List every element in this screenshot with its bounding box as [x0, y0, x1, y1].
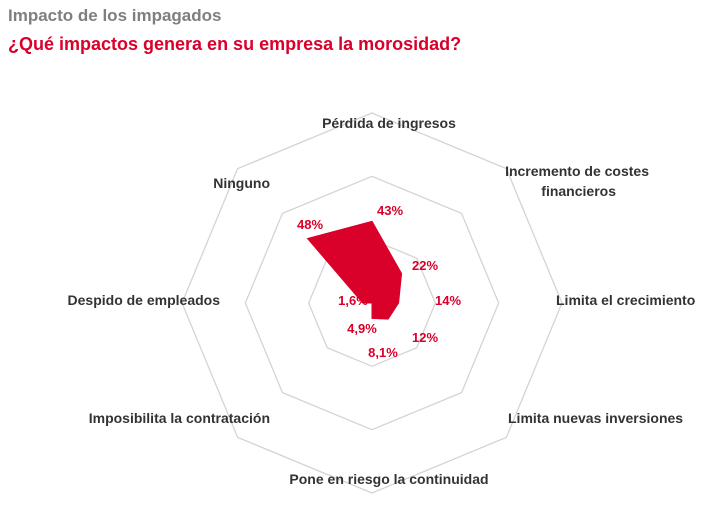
category-label: Limita nuevas inversiones — [508, 410, 683, 426]
chart-title: Impacto de los impagados — [8, 6, 222, 25]
data-label: 14% — [435, 293, 461, 308]
chart-subtitle: ¿Qué impactos genera en su empresa la mo… — [8, 34, 462, 54]
data-label: 48% — [297, 217, 323, 232]
category-label: Ninguno — [213, 175, 270, 191]
data-label: 12% — [412, 330, 438, 345]
data-label: 22% — [412, 258, 438, 273]
data-label: 8,1% — [368, 345, 398, 360]
grid-ring-3 — [181, 112, 563, 494]
category-label: Imposibilita la contratación — [89, 410, 270, 426]
category-label: Pone en riesgo la continuidad — [289, 471, 488, 487]
grid-ring-2 — [244, 175, 500, 431]
data-label: 1,6% — [338, 293, 368, 308]
category-label: Pérdida de ingresos — [322, 115, 456, 131]
grid-ring-1 — [307, 238, 437, 368]
data-label: 4,9% — [347, 321, 377, 336]
category-label: Incremento de costes financieros — [505, 163, 649, 199]
category-label: Despido de empleados — [68, 292, 221, 308]
category-label: Limita el crecimiento — [556, 292, 695, 308]
data-label: 43% — [377, 203, 403, 218]
data-area — [306, 220, 403, 320]
